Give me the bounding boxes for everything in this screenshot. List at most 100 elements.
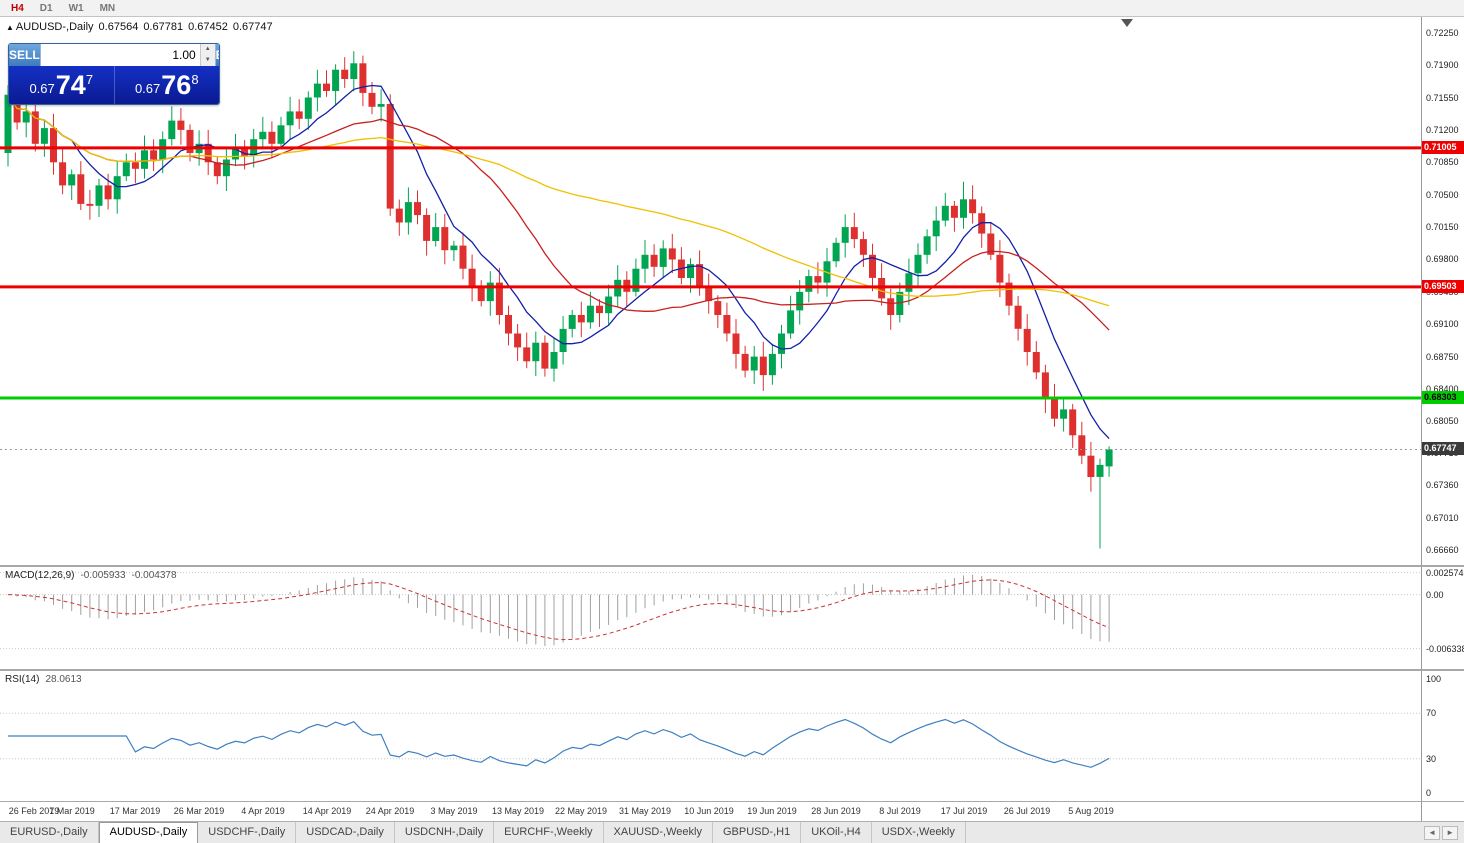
chart-tab-eurchf-weekly[interactable]: EURCHF-,Weekly [494,822,604,843]
timeframe-button-d1[interactable]: D1 [39,2,53,14]
date-label: 17 Jul 2019 [940,806,988,816]
macd-signal-value: -0.004378 [131,570,177,581]
rsi-value: 28.0613 [45,674,82,685]
price-scale-label: 0.68400 [1426,384,1459,394]
panel-splitter[interactable] [0,669,1464,671]
ohlc-high: 0.67781 [143,21,184,33]
rsi-scale-separator [1421,671,1422,801]
buy-button[interactable]: BUY [215,44,219,66]
price-level-tag: 0.69503 [1422,280,1464,293]
buy-price-pip: 8 [191,71,199,87]
macd-scale-separator [1421,567,1422,669]
symbol-arrow-icon: ▲ [6,23,14,32]
volume-input[interactable] [40,44,200,66]
time-axis-scale-separator [1421,802,1422,821]
timeframe-buttons: H4 D1 W1 MN [5,2,121,15]
tab-scroll-left-icon[interactable]: ◄ [1424,825,1441,840]
volume-down-button[interactable]: ▼ [200,55,215,66]
rsi-scale-label: 70 [1426,708,1437,718]
ma-55-line[interactable] [7,94,1110,307]
date-label: 17 Mar 2019 [109,806,161,816]
chart-tab-usdcnh-daily[interactable]: USDCNH-,Daily [395,822,495,843]
main-chart-panel: ▲ AUDUSD-,Daily 0.67564 0.67781 0.67452 0.677… [0,17,1464,565]
chart-ohlc-header: ▲ AUDUSD-,Daily 0.67564 0.67781 0.67452 0.677… [6,21,273,33]
date-label: 26 Mar 2019 [173,806,225,816]
price-scale-label: 0.69100 [1426,319,1459,329]
macd-signal-line [7,579,1110,641]
one-click-trading-panel: SELL ▲ ▼ BUY 0.67 74 7 0.67 76 8 [8,43,220,105]
price-scale-label: 0.67010 [1426,513,1459,523]
chart-tab-usdx-weekly[interactable]: USDX-,Weekly [872,822,966,843]
date-label: 5 Aug 2019 [1068,806,1114,816]
sell-price-big: 74 [55,70,86,100]
price-scale-label: 0.70850 [1426,157,1459,167]
buy-price-prefix: 0.67 [134,80,161,96]
price-scale-label: 0.70150 [1426,222,1459,232]
rsi-line [8,718,1110,768]
price-scale-label: 0.70500 [1426,190,1459,200]
sell-button[interactable]: SELL [9,44,40,66]
rsi-panel: RSI(14) 28.0613 100 70 30 0 [0,671,1464,801]
price-scale-label: 0.69800 [1426,254,1459,264]
macd-scale-label: 0.00 [1426,590,1444,600]
volume-up-button[interactable]: ▲ [200,44,215,55]
date-label: 31 May 2019 [618,806,672,816]
macd-name: MACD(12,26,9) [5,570,75,581]
chart-tab-usdchf-daily[interactable]: USDCHF-,Daily [198,822,297,843]
time-axis[interactable]: 26 Feb 2019 7 Mar 2019 17 Mar 2019 26 Mar 2… [0,801,1464,821]
date-label: 14 Apr 2019 [302,806,352,816]
ohlc-open: 0.67564 [98,21,139,33]
macd-indicator-label: MACD(12,26,9) -0.005933 -0.004378 [5,570,177,581]
date-label: 4 Apr 2019 [241,806,285,816]
timeframe-button-h4[interactable]: H4 [11,2,24,14]
price-level-tag: 0.71005 [1422,141,1464,154]
rsi-scale-label: 0 [1426,788,1432,798]
chart-shift-marker[interactable] [1121,19,1133,27]
chart-tab-xauusd-weekly[interactable]: XAUUSD-,Weekly [604,822,713,843]
price-scale-label: 0.67360 [1426,480,1459,490]
ohlc-low: 0.67452 [188,21,228,33]
chart-tab-ukoil-h4[interactable]: UKOil-,H4 [801,822,872,843]
price-scale-label: 0.71200 [1426,125,1459,135]
tab-scroll-controls: ◄ ► [1418,822,1464,843]
date-label: 22 May 2019 [554,806,608,816]
date-label: 8 Jul 2019 [879,806,921,816]
chart-tab-eurusd-daily[interactable]: EURUSD-,Daily [0,822,99,843]
timeframe-button-mn[interactable]: MN [99,2,116,14]
tab-bar: EURUSD-,Daily AUDUSD-,Daily USDCHF-,Daily U… [0,821,1464,843]
sell-price-pip: 7 [85,71,94,87]
rsi-name: RSI(14) [5,674,40,685]
rsi-scale[interactable] [1422,671,1464,801]
candlestick-chart[interactable] [0,17,1421,565]
chart-tab-audusd-daily[interactable]: AUDUSD-,Daily [98,822,199,843]
buy-price-big: 76 [161,70,192,100]
candles-series [4,51,1113,549]
date-label: 19 Jun 2019 [747,806,797,816]
macd-panel: MACD(12,26,9) -0.005933 -0.004378 0.002574… [0,567,1464,669]
sell-price[interactable]: 0.67 74 7 [9,66,114,104]
chart-tab-usdcad-daily[interactable]: USDCAD-,Daily [296,822,395,843]
timeframe-button-w1[interactable]: W1 [68,2,84,14]
date-label: 26 Feb 2019 [8,806,60,816]
rsi-chart[interactable] [0,671,1421,801]
price-scale-label: 0.68050 [1426,416,1459,426]
date-label: 7 Mar 2019 [49,806,95,816]
price-scale-label: 0.72250 [1426,28,1459,38]
date-label: 10 Jun 2019 [684,806,734,816]
macd-scale-label: -0.006338 [1426,644,1464,654]
price-scale-label: 0.71550 [1426,93,1459,103]
buy-price[interactable]: 0.67 76 8 [113,66,220,104]
date-label: 13 May 2019 [491,806,545,816]
price-scale-label: 0.71900 [1426,60,1459,70]
timeframe-toolbar: H4 D1 W1 MN [0,0,1464,17]
sell-price-prefix: 0.67 [29,80,55,96]
tab-scroll-right-icon[interactable]: ► [1442,825,1458,840]
rsi-indicator-label: RSI(14) 28.0613 [5,674,82,685]
chart-symbol-label: AUDUSD-,Daily [15,21,94,33]
volume-stepper: ▲ ▼ [199,44,215,66]
date-label: 26 Jul 2019 [1003,806,1051,816]
date-label: 28 Jun 2019 [811,806,861,816]
macd-chart[interactable] [0,567,1421,669]
panel-splitter[interactable] [0,565,1464,567]
chart-tab-gbpusd-h1[interactable]: GBPUSD-,H1 [713,822,802,843]
